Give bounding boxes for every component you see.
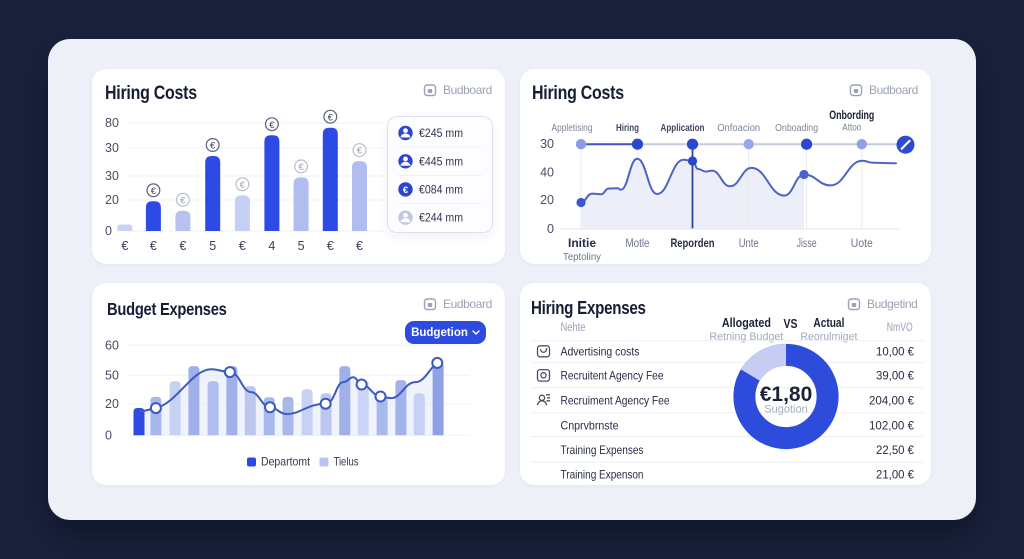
- svg-text:€: €: [179, 239, 186, 253]
- svg-text:NmVO: NmVO: [887, 322, 913, 334]
- svg-text:5: 5: [298, 239, 305, 253]
- svg-text:€244 mm: €244 mm: [419, 213, 463, 225]
- svg-text:20: 20: [105, 397, 119, 411]
- svg-text:€: €: [356, 239, 363, 253]
- svg-text:€: €: [328, 112, 334, 123]
- svg-text:Teptoliny: Teptoliny: [563, 251, 602, 263]
- svg-text:Motle: Motle: [626, 238, 650, 250]
- svg-text:Recruiment Agency Fee: Recruiment Agency Fee: [561, 393, 670, 407]
- svg-text:22,50 €: 22,50 €: [876, 443, 914, 457]
- svg-text:Jisse: Jisse: [797, 238, 817, 250]
- svg-text:Initie: Initie: [568, 238, 596, 250]
- svg-text:€245 mm: €245 mm: [419, 128, 463, 140]
- svg-text:€: €: [357, 146, 363, 157]
- svg-text:Uote: Uote: [851, 238, 873, 250]
- svg-text:Retning Budget: Retning Budget: [709, 331, 783, 343]
- svg-text:€: €: [298, 162, 304, 173]
- svg-text:€: €: [151, 186, 157, 197]
- svg-text:80: 80: [105, 116, 119, 130]
- svg-text:Recruitent Agency Fee: Recruitent Agency Fee: [561, 368, 664, 382]
- svg-text:€084 mm: €084 mm: [419, 184, 463, 196]
- svg-text:30: 30: [105, 169, 119, 183]
- svg-text:Sugotion: Sugotion: [764, 404, 807, 416]
- svg-text:50: 50: [105, 368, 119, 382]
- svg-text:Departomt: Departomt: [261, 455, 311, 469]
- svg-text:60: 60: [105, 338, 119, 352]
- svg-text:Onfoacion: Onfoacion: [717, 122, 760, 134]
- svg-text:€1,80: €1,80: [760, 383, 813, 406]
- svg-text:20: 20: [105, 193, 119, 207]
- svg-text:Onboading: Onboading: [775, 122, 818, 134]
- svg-text:0: 0: [547, 222, 554, 236]
- svg-text:Training Expenses: Training Expenses: [561, 443, 644, 457]
- svg-text:€: €: [239, 239, 246, 253]
- svg-text:40: 40: [540, 166, 554, 180]
- svg-text:10,00 €: 10,00 €: [876, 345, 914, 359]
- svg-text:VS: VS: [784, 317, 798, 331]
- svg-text:Reorulmiget: Reorulmiget: [800, 331, 857, 343]
- svg-text:0: 0: [105, 428, 112, 442]
- svg-text:Nehte: Nehte: [561, 322, 586, 334]
- svg-text:Allogated: Allogated: [722, 316, 771, 330]
- svg-text:Application: Application: [661, 122, 705, 134]
- svg-text:30: 30: [540, 137, 554, 151]
- svg-text:4: 4: [268, 239, 275, 253]
- svg-text:€: €: [240, 180, 246, 191]
- svg-text:€: €: [210, 141, 216, 152]
- svg-text:Advertising costs: Advertising costs: [561, 345, 640, 359]
- svg-text:0: 0: [105, 224, 112, 238]
- svg-text:Training Expenson: Training Expenson: [561, 467, 644, 481]
- svg-text:39,00 €: 39,00 €: [876, 368, 914, 382]
- svg-text:21,00 €: 21,00 €: [876, 467, 914, 481]
- svg-text:€: €: [180, 195, 186, 206]
- svg-text:€: €: [327, 239, 334, 253]
- svg-text:€: €: [150, 239, 157, 253]
- svg-text:Onbording: Onbording: [829, 110, 874, 122]
- svg-text:Cnprvbrnste: Cnprvbrnste: [561, 419, 619, 433]
- svg-text:30: 30: [105, 141, 119, 155]
- svg-text:€: €: [269, 120, 275, 131]
- svg-text:€445 mm: €445 mm: [419, 156, 463, 168]
- svg-text:20: 20: [540, 193, 554, 207]
- svg-text:Unte: Unte: [739, 238, 759, 250]
- svg-text:102,00 €: 102,00 €: [869, 419, 914, 433]
- svg-text:€: €: [121, 239, 128, 253]
- svg-text:Hiring: Hiring: [616, 122, 639, 134]
- svg-text:5: 5: [209, 239, 216, 253]
- svg-text:Attoo: Attoo: [842, 122, 861, 134]
- svg-text:Reporden: Reporden: [671, 238, 715, 250]
- svg-text:€: €: [403, 185, 409, 196]
- svg-text:204,00 €: 204,00 €: [869, 393, 914, 407]
- svg-text:Actual: Actual: [813, 316, 844, 330]
- svg-text:Appletising: Appletising: [552, 122, 593, 134]
- svg-text:Tielus: Tielus: [334, 455, 359, 469]
